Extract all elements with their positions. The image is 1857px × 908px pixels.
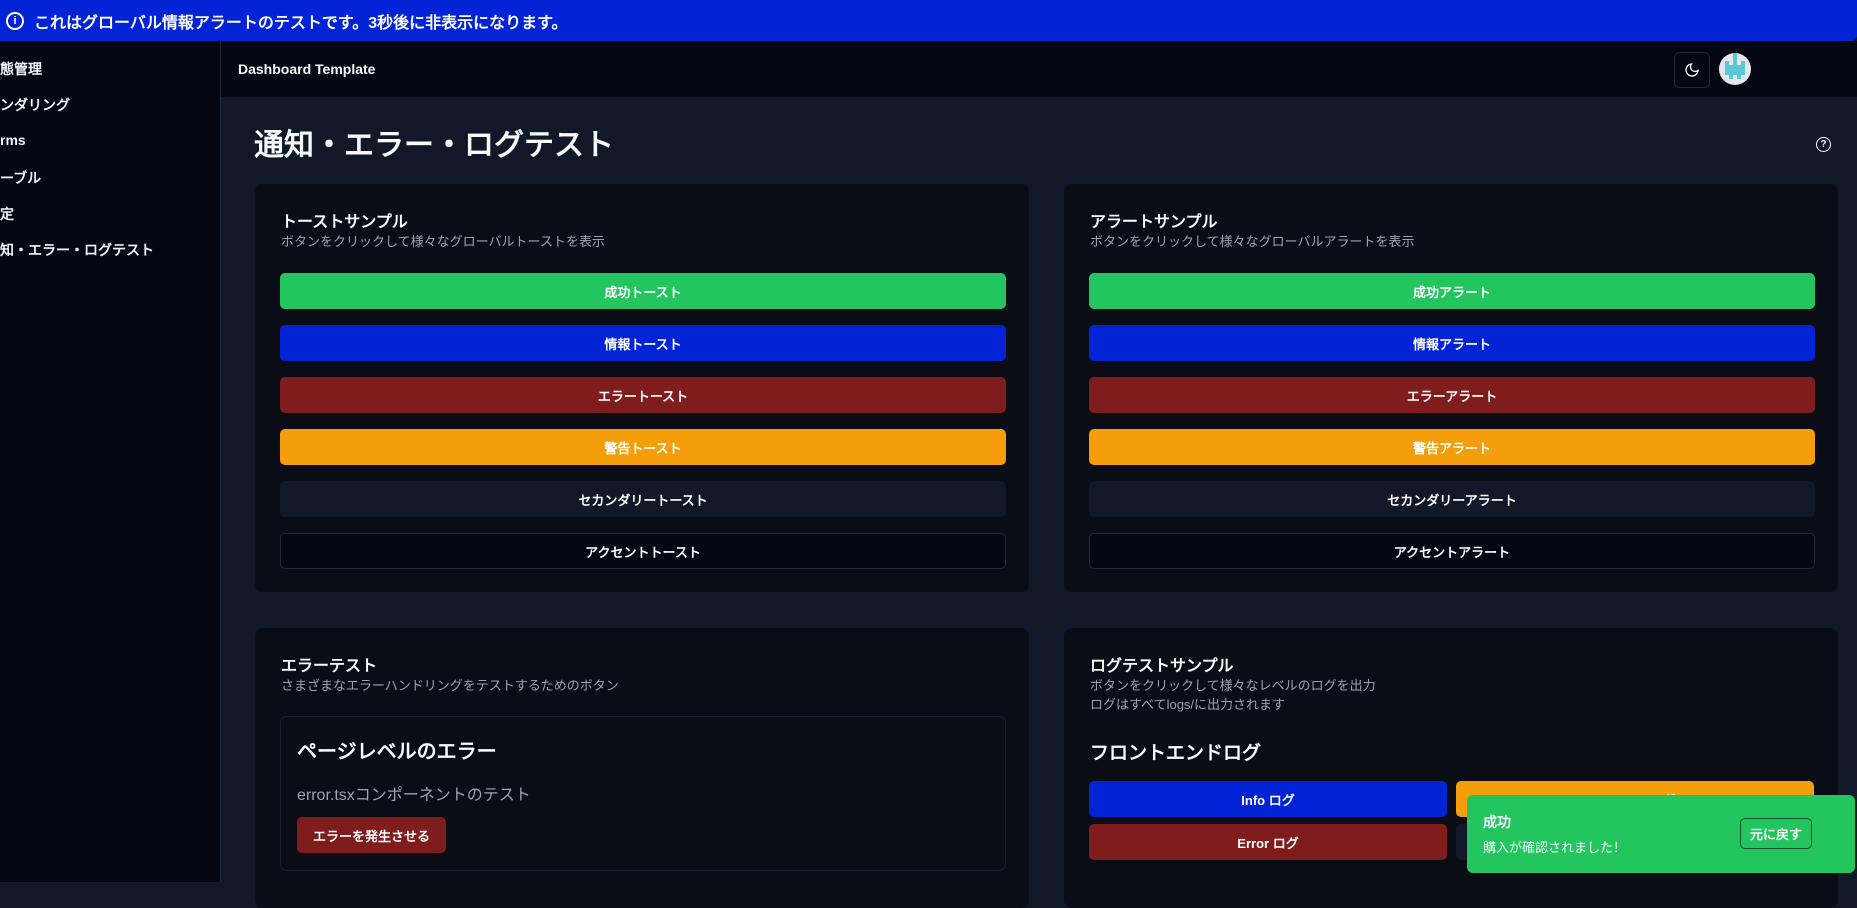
throw-error-button[interactable]: エラーを発生させる [297, 817, 447, 853]
success-toast: 成功 購入が確認されました！ 元に戻す [1467, 795, 1855, 873]
error-alert-button[interactable]: エラーアラート [1089, 377, 1815, 413]
section-title: フロントエンドログ [1090, 743, 1262, 764]
banner-text: これはグローバル情報アラートのテストです。3秒後に非表示になります。 [34, 14, 568, 32]
toast-title: 成功 [1483, 814, 1511, 830]
error-test-card: エラーテスト さまざまなエラーハンドリングをテストするためのボタン ページレベル… [255, 628, 1029, 908]
success-alert-button[interactable]: 成功アラート [1089, 273, 1815, 309]
card-description: ボタンをクリックして様々なグローバルアラートを表示 [1090, 234, 1415, 249]
info-toast-button[interactable]: 情報トースト [280, 325, 1006, 361]
desc-line: ボタンをクリックして様々なレベルのログを出力 [1090, 678, 1376, 693]
sidebar-item-state[interactable]: 態管理 [0, 61, 42, 77]
avatar[interactable] [1719, 53, 1751, 85]
card-title: トーストサンプル [281, 214, 408, 231]
desc-line: ログはすべてlogs/に出力されます [1090, 697, 1286, 712]
top-header: Dashboard Template [221, 41, 1857, 97]
page-error-section: ページレベルのエラー error.tsxコンポーネントのテスト エラーを発生させ… [280, 716, 1006, 871]
theme-toggle-button[interactable] [1674, 52, 1710, 88]
alert-sample-card: アラートサンプル ボタンをクリックして様々なグローバルアラートを表示 成功アラー… [1064, 184, 1838, 592]
app-title: Dashboard Template [238, 61, 376, 77]
avatar-image [1725, 53, 1745, 79]
success-toast-button[interactable]: 成功トースト [280, 273, 1006, 309]
card-title: エラーテスト [281, 658, 378, 675]
question-circle-icon[interactable]: ? [1816, 137, 1831, 152]
sidebar-item-notification-test[interactable]: 知・エラー・ログテスト [0, 242, 154, 258]
undo-button[interactable]: 元に戻す [1740, 818, 1813, 849]
secondary-toast-button[interactable]: セカンダリートースト [280, 481, 1006, 517]
global-alert-banner: i これはグローバル情報アラートのテストです。3秒後に非表示になります。 [0, 0, 1857, 41]
toast-sample-card: トーストサンプル ボタンをクリックして様々なグローバルトーストを表示 成功トース… [255, 184, 1029, 592]
card-description: さまざまなエラーハンドリングをテストするためのボタン [281, 678, 619, 693]
accent-alert-button[interactable]: アクセントアラート [1089, 533, 1815, 569]
error-toast-button[interactable]: エラートースト [280, 377, 1006, 413]
card-title: アラートサンプル [1090, 214, 1218, 231]
toast-message: 購入が確認されました！ [1483, 840, 1627, 855]
card-description: ボタンをクリックして様々なグローバルトーストを表示 [281, 234, 605, 249]
sidebar-item-forms[interactable]: rms [0, 132, 26, 148]
sidebar: 態管理 ンダリング rms ーブル 定 知・エラー・ログテスト [0, 41, 221, 882]
info-circle-icon: i [6, 11, 24, 30]
sidebar-item-settings[interactable]: 定 [0, 206, 14, 222]
section-title: ページレベルのエラー [297, 741, 497, 763]
card-description: ボタンをクリックして様々なレベルのログを出力 ログはすべてlogs/に出力されます [1090, 676, 1376, 714]
error-log-button[interactable]: Error ログ [1089, 824, 1447, 860]
warning-toast-button[interactable]: 警告トースト [280, 429, 1006, 465]
page-title: 通知・エラー・ログテスト [254, 129, 614, 162]
card-title: ログテストサンプル [1090, 658, 1234, 675]
moon-icon [1685, 63, 1699, 77]
sidebar-item-rendering[interactable]: ンダリング [0, 97, 70, 113]
sidebar-item-table[interactable]: ーブル [0, 170, 42, 186]
section-description: error.tsxコンポーネントのテスト [297, 787, 531, 804]
info-log-button[interactable]: Info ログ [1089, 781, 1447, 817]
accent-toast-button[interactable]: アクセントトースト [280, 533, 1006, 569]
warning-alert-button[interactable]: 警告アラート [1089, 429, 1815, 465]
secondary-alert-button[interactable]: セカンダリーアラート [1089, 481, 1815, 517]
info-alert-button[interactable]: 情報アラート [1089, 325, 1815, 361]
